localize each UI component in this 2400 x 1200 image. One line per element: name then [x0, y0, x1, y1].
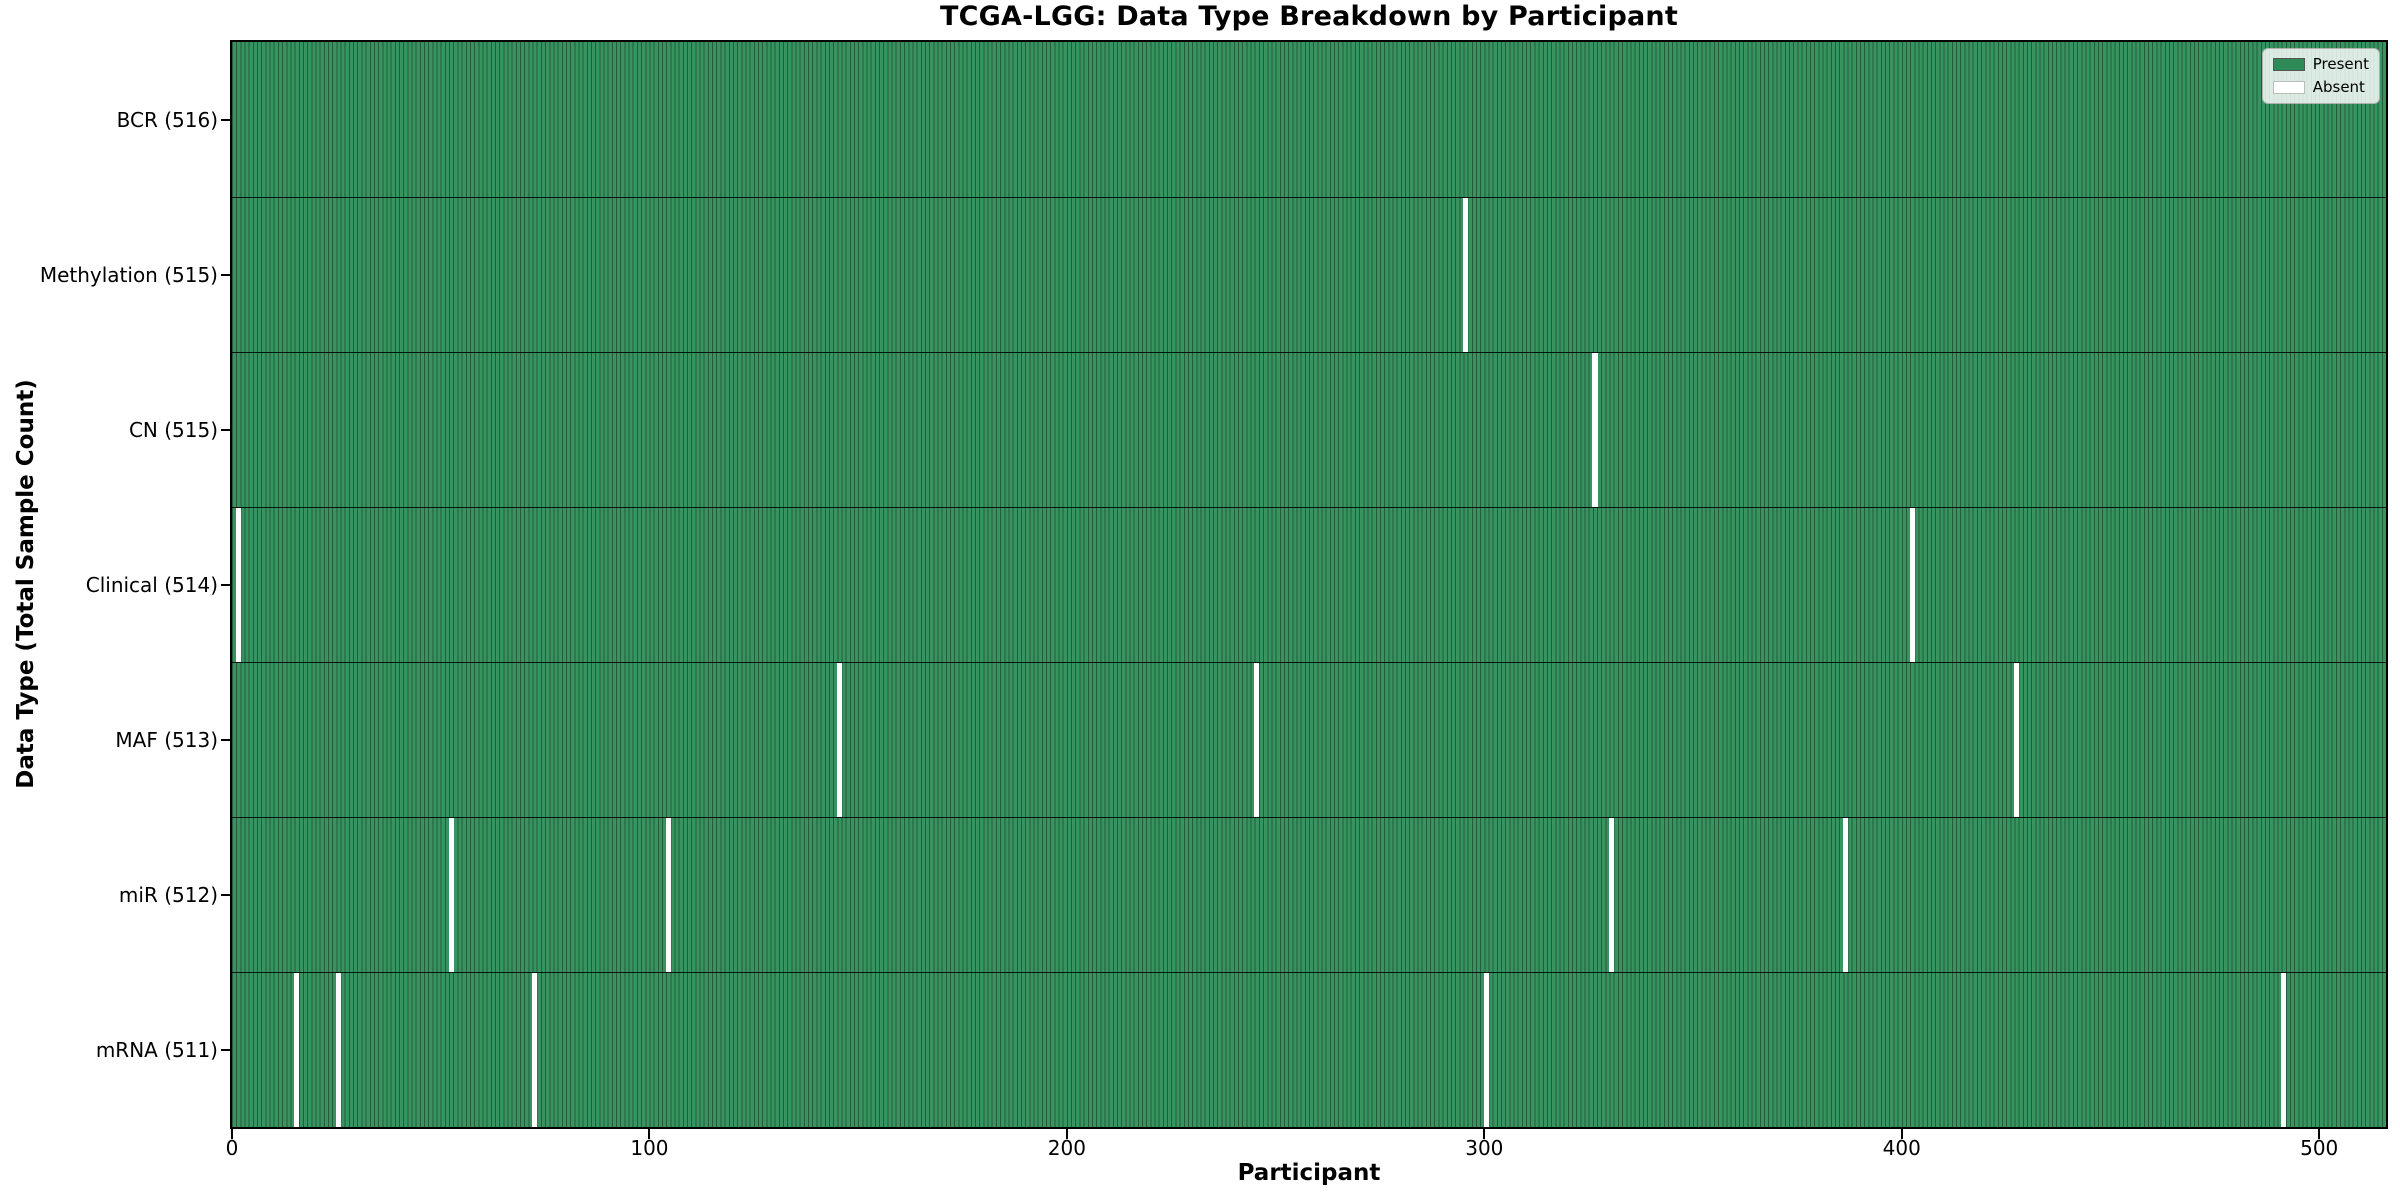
absent-swatch-icon	[2272, 81, 2305, 94]
x-tick-mark	[1483, 1129, 1486, 1139]
heatmap-row-bcr	[232, 42, 2386, 197]
absent-gap	[2013, 663, 2020, 817]
absent-gap	[235, 508, 241, 662]
legend-label-present: Present	[2312, 55, 2369, 73]
heatmap-row-mrna	[232, 972, 2386, 1127]
y-tick-label: miR (512)	[118, 882, 218, 907]
absent-gap	[335, 973, 342, 1127]
x-tick-label: 100	[630, 1136, 669, 1160]
absent-gap	[448, 818, 454, 972]
x-tick-label: 500	[2300, 1136, 2339, 1160]
heatmap-row-clinical	[232, 507, 2386, 662]
absent-gap	[665, 818, 671, 972]
y-tick-label: MAF (513)	[115, 727, 218, 752]
legend-label-absent: Absent	[2312, 78, 2365, 96]
y-tick-label: CN (515)	[128, 417, 218, 442]
y-tick-mark	[221, 893, 230, 896]
absent-gap	[1462, 198, 1469, 352]
absent-gap	[1609, 818, 1615, 972]
y-tick-label: Methylation (515)	[39, 262, 218, 287]
x-tick-label: 300	[1465, 1136, 1504, 1160]
plot-area: Present Absent	[230, 40, 2388, 1129]
x-tick-mark	[1065, 1129, 1068, 1139]
x-tick-label: 0	[225, 1136, 239, 1160]
absent-gap	[1254, 663, 1260, 817]
absent-gap	[836, 663, 842, 817]
absent-gap	[1842, 818, 1848, 972]
present-swatch-icon	[2272, 58, 2305, 71]
x-axis-label: Participant	[1237, 1160, 1381, 1186]
y-tick-label: mRNA (511)	[95, 1037, 218, 1062]
x-tick-label: 200	[1047, 1136, 1086, 1160]
x-tick-mark	[2318, 1129, 2321, 1139]
absent-gap	[1909, 508, 1915, 662]
x-tick-mark	[231, 1129, 233, 1139]
legend-entry-present: Present	[2272, 55, 2369, 73]
heatmap-row-methylation	[232, 197, 2386, 352]
absent-gap	[532, 973, 538, 1127]
absent-gap	[294, 973, 300, 1127]
y-tick-mark	[221, 583, 230, 586]
y-tick-mark	[221, 118, 230, 121]
heatmap-row-maf	[232, 662, 2386, 817]
chart-title: TCGA-LGG: Data Type Breakdown by Partici…	[940, 1, 1678, 32]
heatmap-row-mir	[232, 817, 2386, 972]
absent-gap	[1483, 973, 1489, 1127]
x-tick-mark	[648, 1129, 651, 1139]
y-tick-mark	[221, 428, 230, 431]
y-tick-label: Clinical (514)	[85, 572, 218, 597]
legend-entry-absent: Absent	[2272, 78, 2369, 96]
y-tick-label: BCR (516)	[116, 107, 218, 132]
y-tick-mark	[221, 1048, 230, 1051]
legend: Present Absent	[2261, 48, 2380, 104]
x-tick-label: 400	[1882, 1136, 1921, 1160]
x-tick-mark	[1900, 1129, 1903, 1139]
absent-gap	[1592, 353, 1598, 507]
absent-gap	[2281, 973, 2287, 1127]
y-tick-mark	[221, 738, 230, 741]
y-tick-mark	[221, 273, 230, 276]
heatmap-row-cn	[232, 352, 2386, 507]
